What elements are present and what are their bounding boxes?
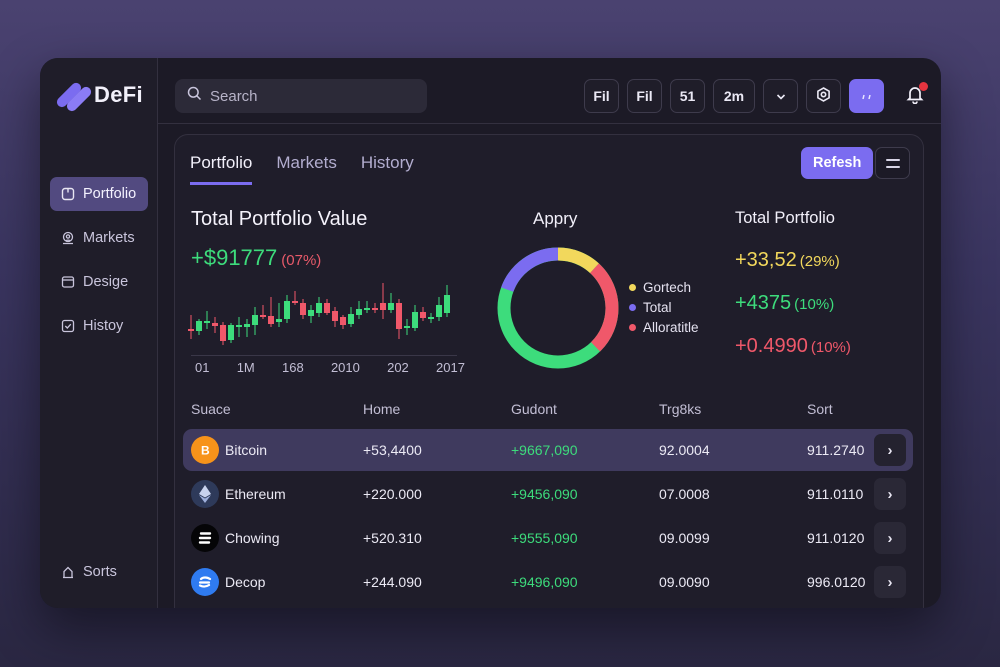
total-portfolio-row: +33,52 (29%)	[735, 249, 840, 271]
search-input[interactable]	[210, 87, 410, 105]
toggle-icon	[860, 88, 874, 104]
menu-button[interactable]	[875, 147, 910, 179]
value-51-button[interactable]: 51	[670, 79, 705, 113]
tab-bar: Portfolio Markets History	[190, 153, 414, 185]
chevron-right-icon: ›	[887, 529, 893, 547]
sidebar-item-label: Markets	[83, 230, 135, 246]
sidebar-item-sorts[interactable]: Sorts	[61, 564, 117, 580]
timeframe-2m-button[interactable]: 2m	[713, 79, 755, 113]
notification-badge	[919, 82, 928, 91]
candlestick-chart[interactable]	[187, 277, 463, 352]
filter-button-1[interactable]: Fil	[584, 79, 619, 113]
bell-icon	[905, 84, 925, 109]
chevron-right-icon: ›	[887, 573, 893, 591]
allocation-legend: Gortech Total Alloratitle	[629, 277, 699, 337]
notifications-button[interactable]	[900, 79, 930, 113]
row-open-button[interactable]: ›	[874, 566, 906, 598]
logo[interactable]: DeFi	[54, 80, 143, 114]
filter-button-2[interactable]: Fil	[627, 79, 662, 113]
sidebar-item-markets[interactable]: Markets	[50, 221, 148, 255]
search-icon	[187, 86, 202, 106]
portfolio-value-amount: +$91777	[191, 245, 278, 270]
column-header[interactable]: Suace	[191, 401, 231, 417]
chevron-right-icon: ›	[887, 441, 893, 459]
hamburger-icon	[885, 158, 900, 161]
tab-history[interactable]: History	[360, 153, 414, 172]
sidebar-item-label: Portfolio	[83, 186, 137, 202]
wallet-icon	[61, 187, 75, 201]
sidebar-item-label: Sorts	[83, 564, 117, 580]
table-row[interactable]: B Bitcoin +53,4400 +9667,090 92.0004 911…	[183, 429, 913, 471]
gear-icon	[815, 86, 832, 106]
x-tick: 168	[282, 360, 304, 375]
sidebar-item-desige[interactable]: Desige	[50, 265, 148, 299]
tab-markets[interactable]: Markets	[276, 153, 337, 172]
allocation-title: Appry	[533, 209, 578, 228]
toggle-view-button[interactable]	[849, 79, 884, 113]
sidebar-item-label: Desige	[83, 274, 129, 290]
home-icon	[61, 565, 75, 579]
x-tick: 202	[387, 360, 409, 375]
table-row[interactable]: Decop +244.090 +9496,090 09.0090 996.012…	[183, 561, 913, 603]
allocation-donut-chart[interactable]	[495, 245, 621, 371]
column-header[interactable]: Gudont	[511, 401, 557, 417]
column-header[interactable]: Sort	[807, 401, 833, 417]
column-header[interactable]: Home	[363, 401, 401, 417]
bitcoin-icon: B	[191, 436, 219, 464]
portfolio-value-title: Total Portfolio Value	[191, 208, 368, 230]
x-tick: 2017	[436, 360, 465, 375]
column-header[interactable]: Trg8ks	[659, 401, 702, 417]
legend-item: Alloratitle	[629, 317, 699, 337]
portfolio-value: +$91777 (07%)	[191, 245, 321, 271]
calendar-icon	[61, 275, 75, 289]
chart-x-ticks: 01 1M 168 2010 202 2017	[195, 360, 465, 375]
ethereum-icon	[191, 480, 219, 508]
sidebar-item-label: Histoy	[83, 318, 124, 334]
settings-button[interactable]	[806, 79, 841, 113]
logo-text: DeFi	[94, 82, 143, 107]
x-tick: 2010	[330, 360, 360, 375]
total-portfolio-title: Total Portfolio	[735, 209, 835, 227]
toolbar-buttons: Fil Fil 51 2m	[584, 79, 930, 113]
row-open-button[interactable]: ›	[874, 434, 906, 466]
topbar: Fil Fil 51 2m	[158, 58, 941, 124]
tab-portfolio[interactable]: Portfolio	[190, 153, 253, 185]
sidebar-item-histoy[interactable]: Histoy	[50, 309, 148, 343]
legend-dot-icon	[629, 303, 636, 311]
legend-item: Total	[629, 297, 699, 317]
table-row[interactable]: Ethereum +220.000 +9456,090 07.0008 911.…	[183, 473, 913, 515]
legend-dot-icon	[629, 323, 636, 331]
user-badge-icon	[61, 231, 75, 245]
table-row[interactable]: Chowing +520.310 +9555,090 09.0099 911.0…	[183, 517, 913, 559]
chowing-coin-icon	[191, 524, 219, 552]
row-open-button[interactable]: ›	[874, 522, 906, 554]
table-header: Suace Home Gudont Trg8ks Sort	[191, 401, 911, 421]
chart-x-axis	[191, 355, 457, 356]
total-portfolio-row: +4375 (10%)	[735, 292, 835, 314]
chevron-right-icon: ›	[887, 485, 893, 503]
sidebar-nav: Portfolio Markets Desige Histoy	[50, 177, 148, 353]
app-window: DeFi Portfolio Markets Desige	[40, 58, 941, 608]
portfolio-card: Portfolio Markets History Refesh Total P…	[174, 134, 924, 608]
portfolio-value-change: (07%)	[281, 252, 322, 269]
svg-text:B: B	[201, 444, 210, 458]
logo-icon	[54, 80, 94, 114]
row-open-button[interactable]: ›	[874, 478, 906, 510]
decop-coin-icon	[191, 568, 219, 596]
x-tick: 01	[195, 360, 210, 375]
sidebar: DeFi Portfolio Markets Desige	[40, 58, 158, 608]
check-square-icon	[61, 319, 75, 333]
main-area: Fil Fil 51 2m	[158, 58, 941, 608]
dropdown-button[interactable]	[763, 79, 798, 113]
sidebar-item-portfolio[interactable]: Portfolio	[50, 177, 148, 211]
x-tick: 1M	[236, 360, 255, 375]
legend-item: Gortech	[629, 277, 699, 297]
chevron-down-icon	[775, 88, 787, 104]
search-bar[interactable]	[175, 79, 427, 113]
legend-dot-icon	[629, 283, 636, 291]
total-portfolio-row: +0.4990 (10%)	[735, 335, 851, 357]
refresh-button[interactable]: Refesh	[801, 147, 874, 179]
